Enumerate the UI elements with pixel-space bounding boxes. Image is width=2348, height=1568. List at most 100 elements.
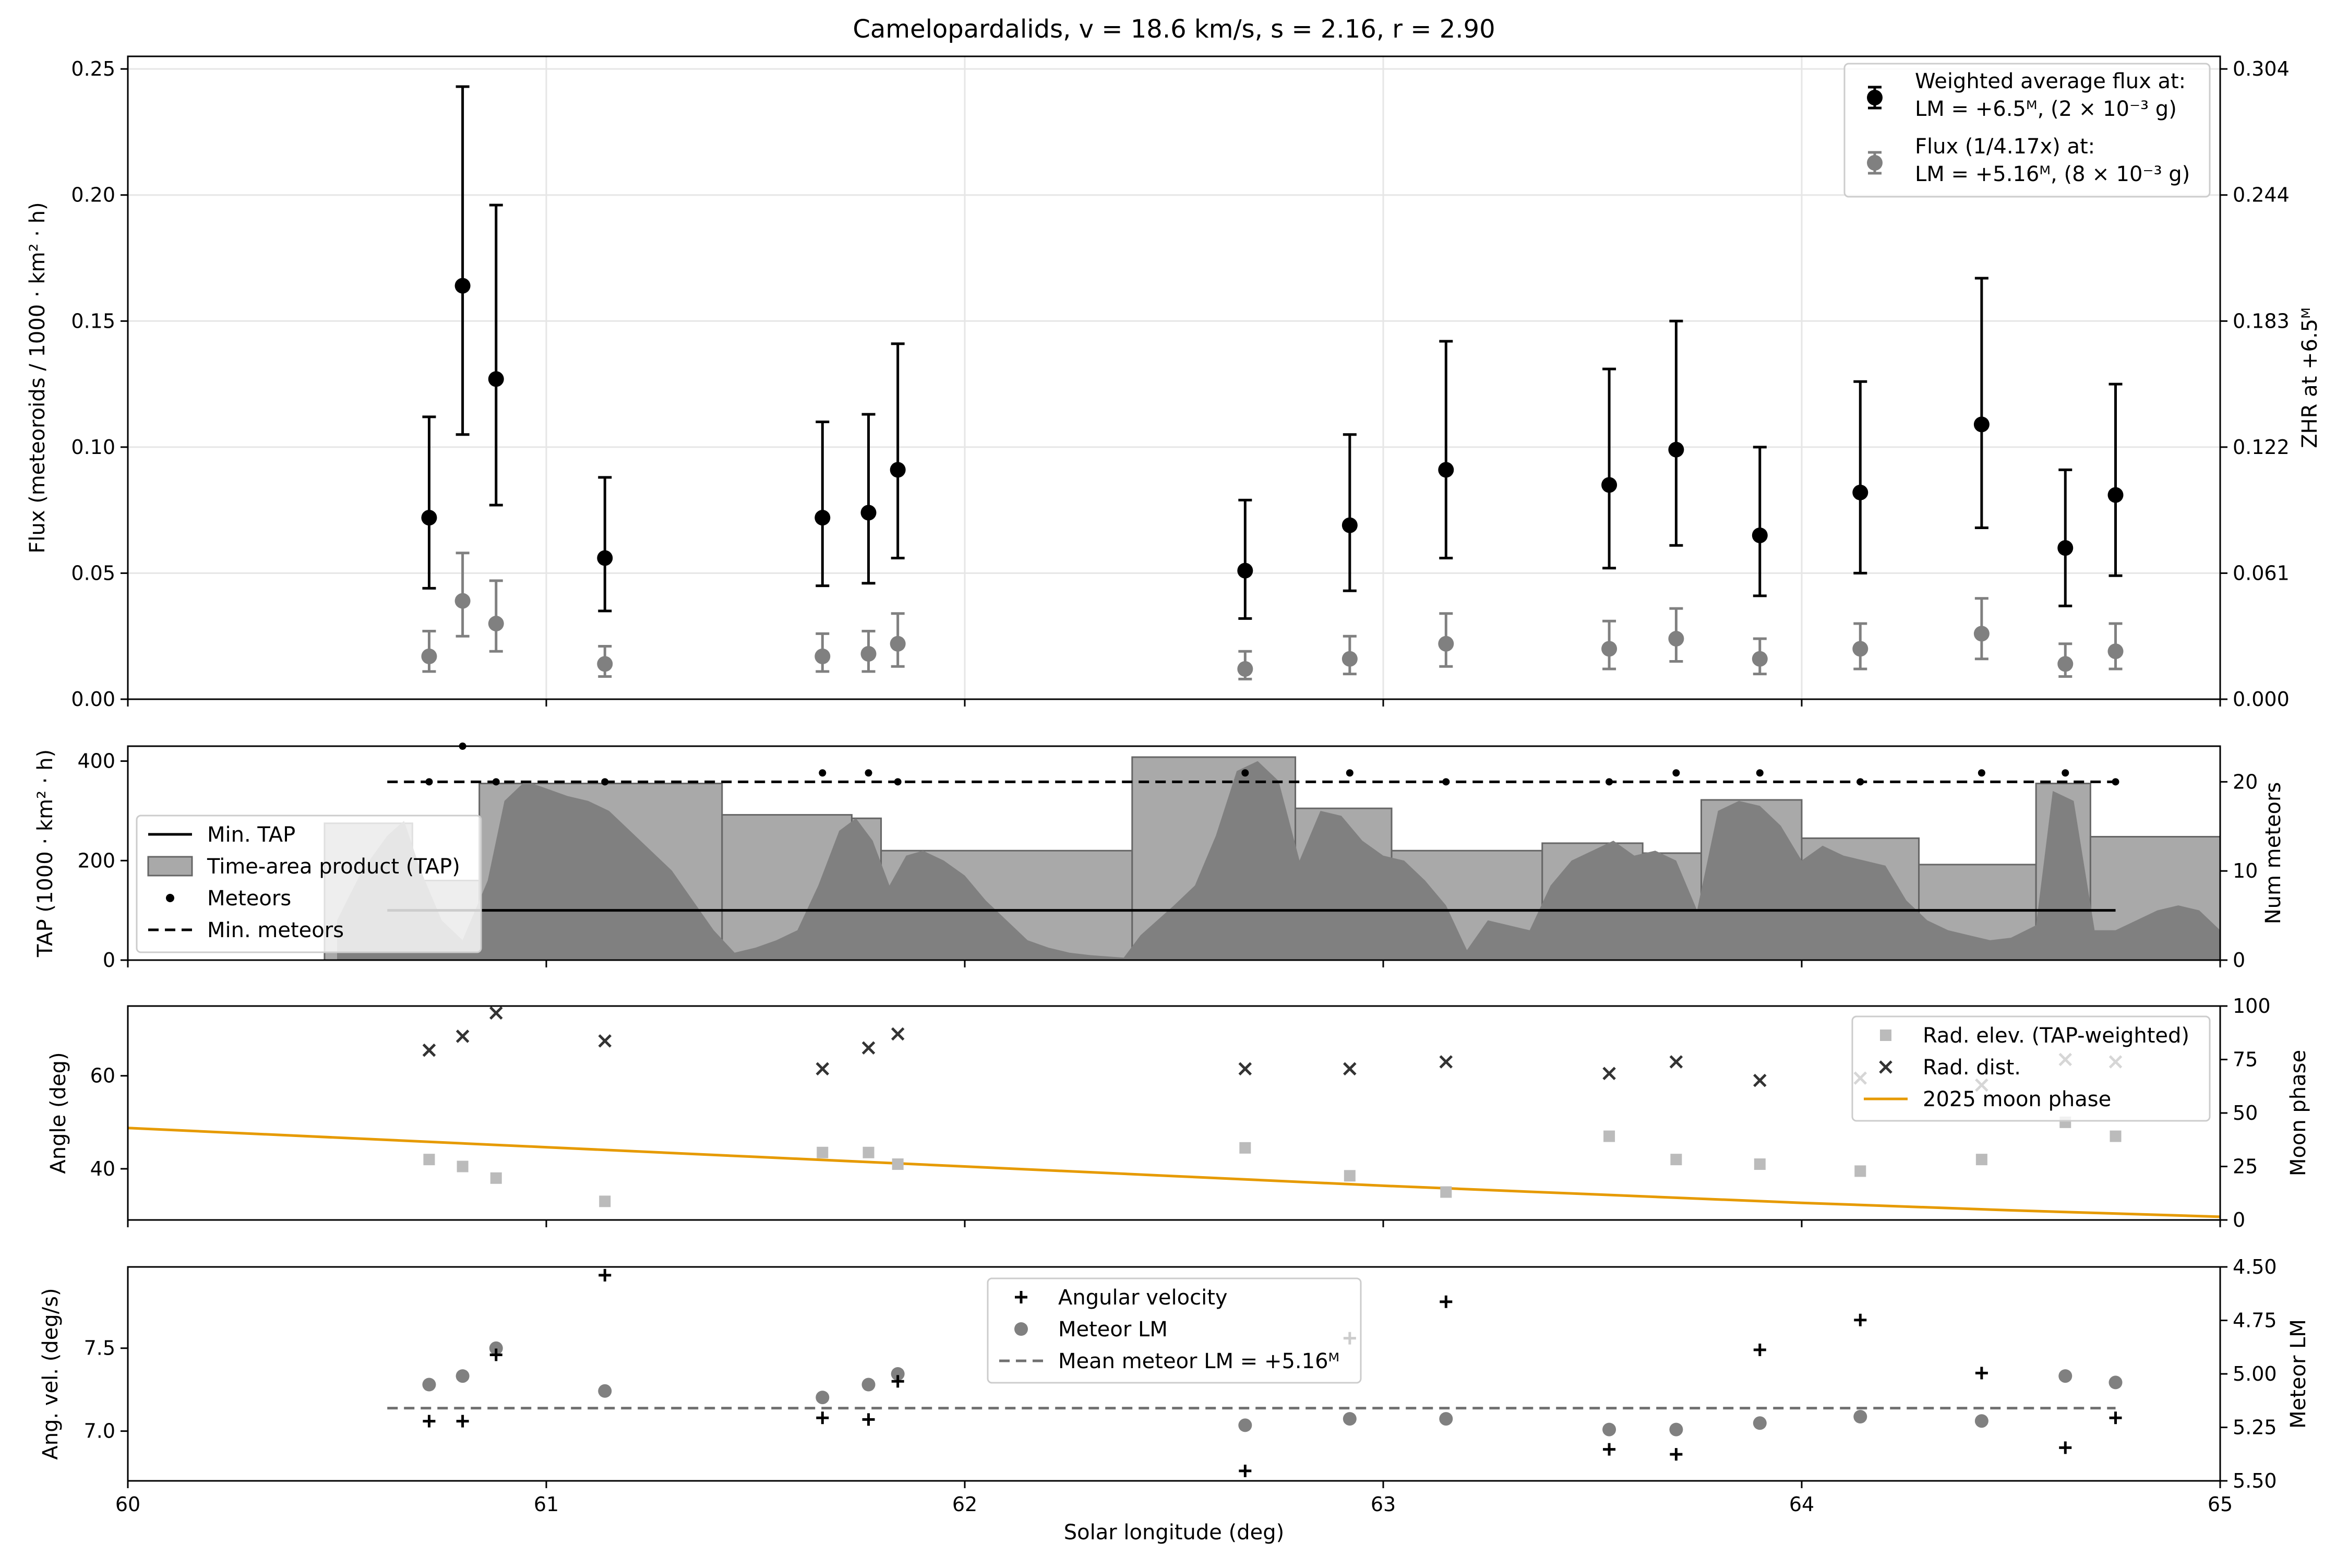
data-point xyxy=(1601,477,1618,493)
data-point xyxy=(421,648,437,664)
y-tick-label-flux: 0.20 xyxy=(71,184,115,207)
flux-point-series-1 xyxy=(1237,498,1253,620)
y-tick-label-flux: 0.25 xyxy=(71,57,115,80)
data-point xyxy=(2107,643,2124,660)
flux-point-series-2 xyxy=(1668,607,1684,663)
flux-point-series-1 xyxy=(421,415,437,590)
meteor-lm-point xyxy=(861,1378,876,1392)
meteor-count-point xyxy=(2112,778,2119,786)
angular-velocity-point xyxy=(598,1268,612,1282)
flux-point-series-2 xyxy=(860,630,877,673)
legend-label-angle: Rad. elev. (TAP-weighted) xyxy=(1923,1024,2189,1048)
x-tick-label: 61 xyxy=(534,1493,559,1516)
flux-point-series-2 xyxy=(1852,622,1868,671)
meteor-lm-point xyxy=(2058,1369,2073,1383)
x-marker-stroke xyxy=(1439,1055,1453,1069)
data-point xyxy=(1237,562,1253,579)
rad-elev-point xyxy=(490,1172,502,1184)
legend-marker-flux xyxy=(1867,86,1883,110)
flux-point-series-2 xyxy=(2107,622,2124,671)
rad-elev-point xyxy=(862,1146,874,1158)
y2-tick-label-tap: 20 xyxy=(2233,770,2258,793)
y2-tick-label-angle: 50 xyxy=(2233,1102,2258,1124)
flux-point-series-2 xyxy=(421,630,437,673)
x-marker-stroke xyxy=(1238,1062,1252,1076)
x-tick-label: 63 xyxy=(1371,1493,1396,1516)
meteor-lm-point xyxy=(489,1341,503,1355)
flux-point-series-2 xyxy=(1973,597,1990,661)
rad-elev-point xyxy=(457,1160,469,1172)
x-marker-stroke xyxy=(1343,1062,1357,1076)
x-marker-stroke xyxy=(598,1034,612,1048)
flux-point-series-1 xyxy=(2057,468,2074,607)
rad-dist-point xyxy=(1343,1062,1357,1076)
y-tick-label-angle: 60 xyxy=(90,1064,115,1087)
y-tick-label-flux: 0.10 xyxy=(71,436,115,459)
y-tick-label-angvel: 7.0 xyxy=(84,1420,115,1443)
meteor-count-point xyxy=(492,778,500,786)
flux-point-series-2 xyxy=(1752,637,1768,676)
meteor-count-point xyxy=(1241,769,1249,777)
y2-axis-label-tap: Num meteors xyxy=(2261,782,2285,925)
legend-label-flux: LM = +5.16ᴹ, (8 × 10⁻³ g) xyxy=(1915,162,2190,186)
angular-velocity-point xyxy=(1440,1295,1453,1308)
y2-tick-label-angvel: 5.50 xyxy=(2233,1469,2277,1492)
flux-point-series-2 xyxy=(1601,619,1618,671)
flux-point-series-1 xyxy=(1973,277,1990,529)
data-point xyxy=(1341,651,1358,667)
y2-tick-label-angvel: 4.75 xyxy=(2233,1309,2277,1332)
x-marker-stroke xyxy=(861,1041,876,1055)
y2-tick-label-flux: 0.000 xyxy=(2233,688,2290,711)
rad-elev-point xyxy=(1440,1186,1452,1198)
rad-elev-point xyxy=(1344,1170,1356,1182)
angular-velocity-point xyxy=(1753,1343,1766,1356)
meteor-lm-point xyxy=(816,1391,830,1405)
meteor-lm-point xyxy=(1439,1412,1453,1426)
chart-title: Camelopardalids, v = 18.6 km/s, s = 2.16… xyxy=(853,15,1495,44)
data-point xyxy=(814,648,831,664)
flux-point-series-2 xyxy=(454,552,471,638)
rad-elev-point xyxy=(2110,1130,2122,1142)
data-point xyxy=(2107,487,2124,503)
data-point xyxy=(597,550,613,566)
flux-point-series-1 xyxy=(2107,382,2124,577)
meteor-count-point xyxy=(601,778,609,786)
angular-velocity-point xyxy=(891,1375,904,1388)
y2-axis-label-angvel: Meteor LM xyxy=(2286,1319,2310,1429)
rad-elev-point xyxy=(423,1154,435,1166)
y-tick-label-tap: 200 xyxy=(77,849,115,872)
angular-velocity-point xyxy=(862,1413,875,1426)
flux-point-series-2 xyxy=(488,579,504,653)
flux-point-series-1 xyxy=(1438,340,1454,559)
y-axis-label-angle: Angle (deg) xyxy=(46,1052,70,1174)
meteor-count-point xyxy=(2062,769,2069,777)
x-tick-label: 60 xyxy=(115,1493,140,1516)
data-point xyxy=(454,593,471,609)
y-tick-label-angvel: 7.5 xyxy=(84,1337,115,1360)
legend-flux xyxy=(1843,63,2211,198)
data-point xyxy=(1752,527,1768,543)
data-point xyxy=(814,510,831,526)
angular-velocity-point xyxy=(423,1415,436,1428)
flux-point-series-1 xyxy=(488,204,504,507)
meteor-lm-point xyxy=(422,1378,436,1392)
data-point xyxy=(1668,441,1684,458)
angular-velocity-point xyxy=(489,1348,502,1361)
data-point xyxy=(890,636,906,652)
legend-label-flux: LM = +6.5ᴹ, (2 × 10⁻³ g) xyxy=(1915,97,2177,121)
rad-dist-point xyxy=(1238,1062,1252,1076)
flux-point-series-1 xyxy=(597,476,613,613)
meteor-lm-point xyxy=(2109,1375,2123,1390)
y-tick-label-flux: 0.00 xyxy=(71,688,115,711)
data-point xyxy=(1341,517,1358,533)
meteor-lm-point xyxy=(1669,1422,1683,1437)
flux-point-series-2 xyxy=(1341,635,1358,676)
data-point xyxy=(1752,651,1768,667)
flux-point-series-1 xyxy=(1668,319,1684,547)
legend-label-flux: Flux (1/4.17x) at: xyxy=(1915,135,2095,159)
flux-point-series-2 xyxy=(814,632,831,673)
data-point xyxy=(1973,416,1990,433)
meteor-count-point xyxy=(1978,769,1985,777)
